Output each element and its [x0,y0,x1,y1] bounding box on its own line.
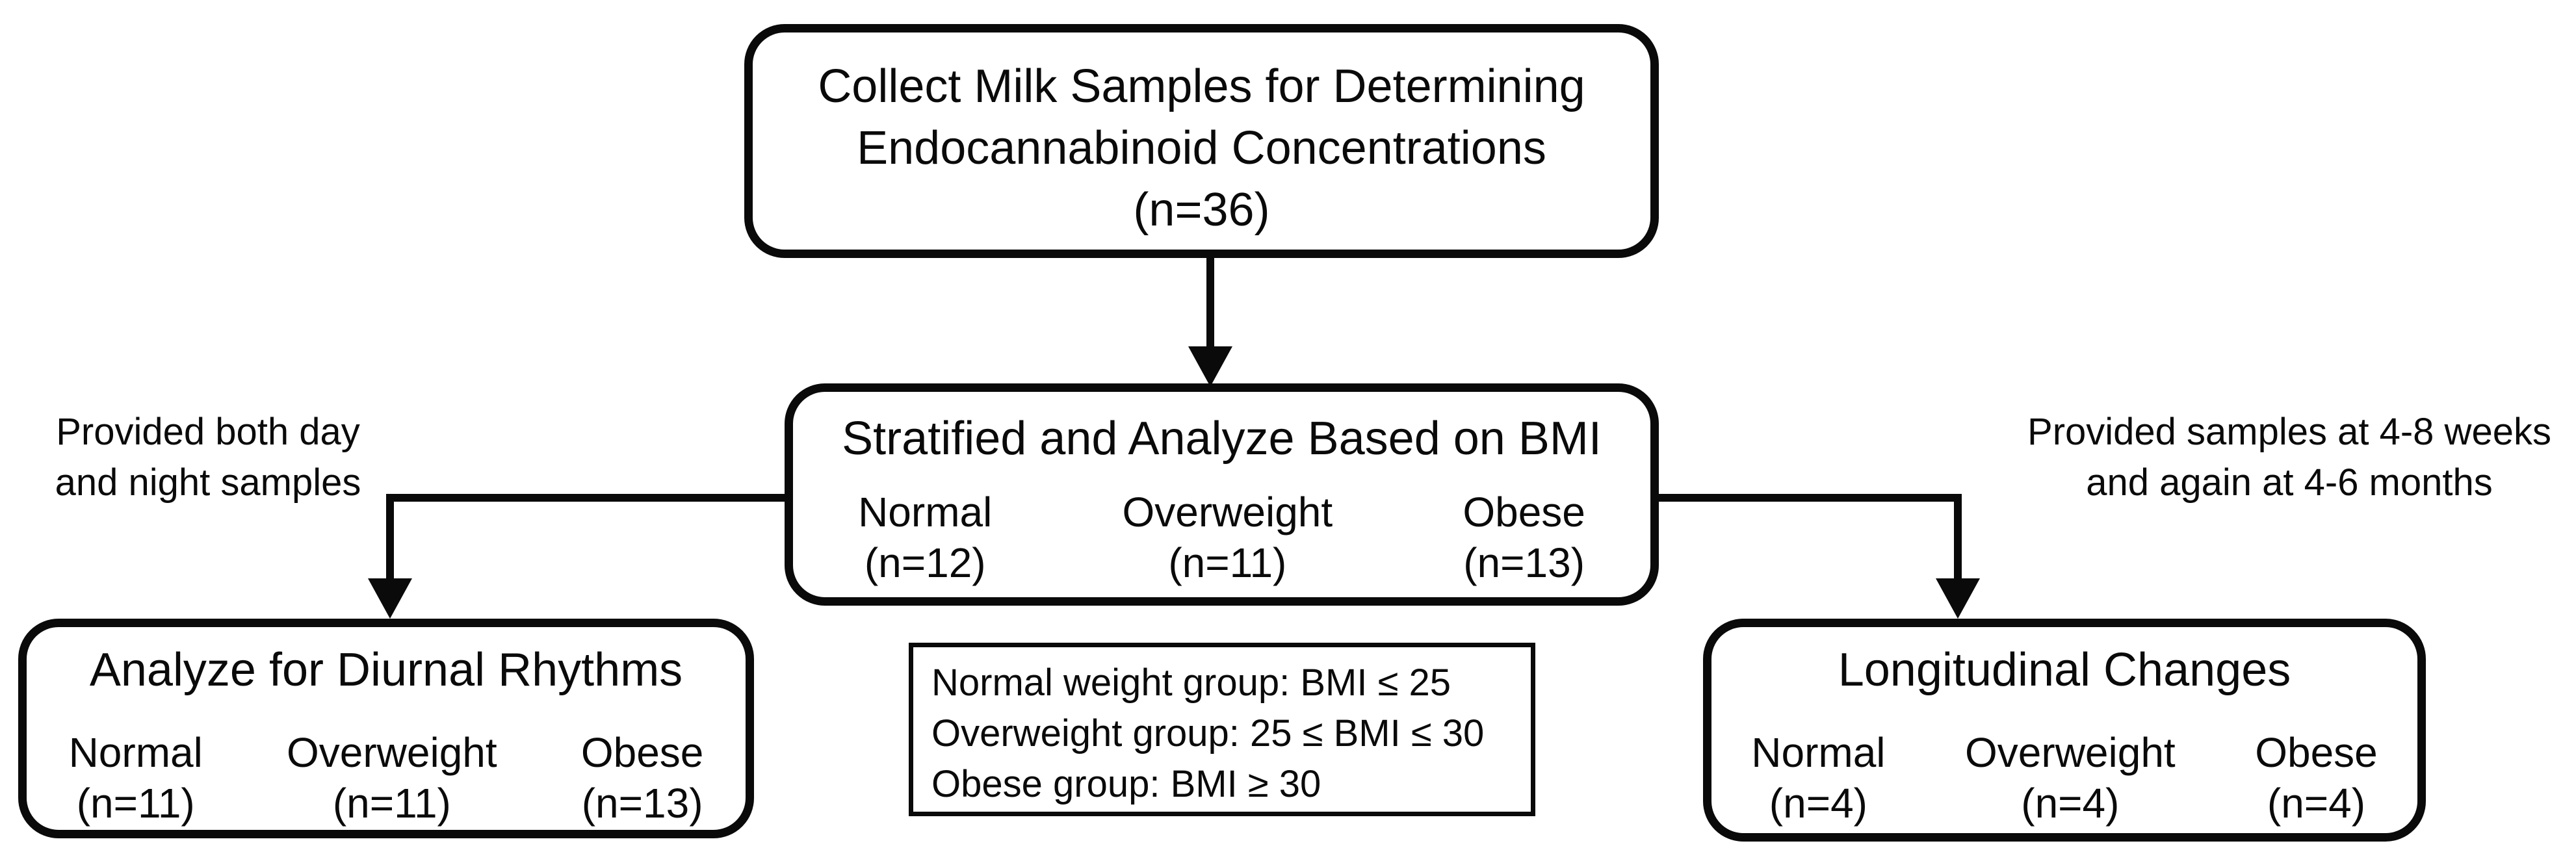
group-label: Obese [580,729,704,776]
connector-left-horizontal [386,494,785,502]
connector-right-arrowhead [1936,578,1980,619]
annotation-line: and night samples [55,461,361,504]
group-overweight: Overweight (n=11) [1122,487,1333,588]
node-collect-milk-samples: Collect Milk Samples for Determining End… [744,24,1659,258]
group-count: (n=4) [1769,780,1867,827]
connector-top-to-middle-arrowhead [1188,346,1232,387]
connector-right-horizontal [1658,494,1962,502]
group-count: (n=12) [864,539,986,586]
annotation-longitudinal-timing: Provided samples at 4-8 weeks and again … [2003,407,2575,508]
annotation-line: and again at 4-6 months [2086,461,2493,504]
annotation-line: Provided both day [56,411,360,453]
node-longitudinal-changes: Longitudinal Changes Normal (n=4) Overwe… [1703,619,2426,842]
node-collect-line2: Endocannabinoid Concentrations [857,122,1546,174]
group-count: (n=13) [581,780,703,827]
group-count: (n=4) [2267,780,2366,827]
group-overweight: Overweight (n=4) [1965,727,2176,829]
node-collect-count: (n=36) [1133,184,1270,236]
group-count: (n=11) [1168,539,1287,586]
group-label: Overweight [286,729,497,776]
node-stratified-groups: Normal (n=12) Overweight (n=11) Obese (n… [793,487,1650,588]
group-label: Obese [2255,729,2378,776]
annotation-day-night-samples: Provided both day and night samples [26,407,390,508]
bmi-definitions-box: Normal weight group: BMI ≤ 25 Overweight… [909,643,1535,816]
node-diurnal-title: Analyze for Diurnal Rhythms [89,644,683,696]
annotation-line: Provided samples at 4-8 weeks [2027,411,2551,453]
group-count: (n=11) [332,780,451,827]
group-overweight: Overweight (n=11) [287,727,497,829]
group-normal: Normal (n=4) [1751,727,1885,829]
group-obese: Obese (n=13) [581,727,704,829]
bmi-definition-overweight: Overweight group: 25 ≤ BMI ≤ 30 [931,712,1485,754]
group-label: Overweight [1965,729,2176,776]
group-normal: Normal (n=11) [69,727,203,829]
connector-right-vertical [1954,494,1962,585]
group-obese: Obese (n=4) [2255,727,2378,829]
node-longitudinal-groups: Normal (n=4) Overweight (n=4) Obese (n=4… [1711,727,2417,829]
group-label: Obese [1463,489,1585,535]
group-obese: Obese (n=13) [1463,487,1585,588]
group-count: (n=13) [1463,539,1585,586]
group-label: Overweight [1122,489,1333,535]
connector-left-arrowhead [368,578,412,619]
group-label: Normal [858,489,993,535]
connector-left-vertical [386,494,394,585]
group-count: (n=11) [76,780,195,827]
node-longitudinal-title: Longitudinal Changes [1838,644,2291,696]
node-collect-line1: Collect Milk Samples for Determining [818,60,1585,112]
group-label: Normal [68,729,203,776]
node-stratified-bmi: Stratified and Analyze Based on BMI Norm… [785,383,1659,606]
group-count: (n=4) [2021,780,2120,827]
node-stratified-title: Stratified and Analyze Based on BMI [842,413,1602,465]
node-diurnal-groups: Normal (n=11) Overweight (n=11) Obese (n… [27,727,746,829]
connector-top-to-middle-line [1206,258,1214,350]
group-label: Normal [1751,729,1886,776]
node-diurnal-rhythms: Analyze for Diurnal Rhythms Normal (n=11… [18,619,754,838]
bmi-definition-normal: Normal weight group: BMI ≤ 25 [931,662,1451,704]
bmi-definition-obese: Obese group: BMI ≥ 30 [931,763,1321,805]
group-normal: Normal (n=12) [858,487,992,588]
